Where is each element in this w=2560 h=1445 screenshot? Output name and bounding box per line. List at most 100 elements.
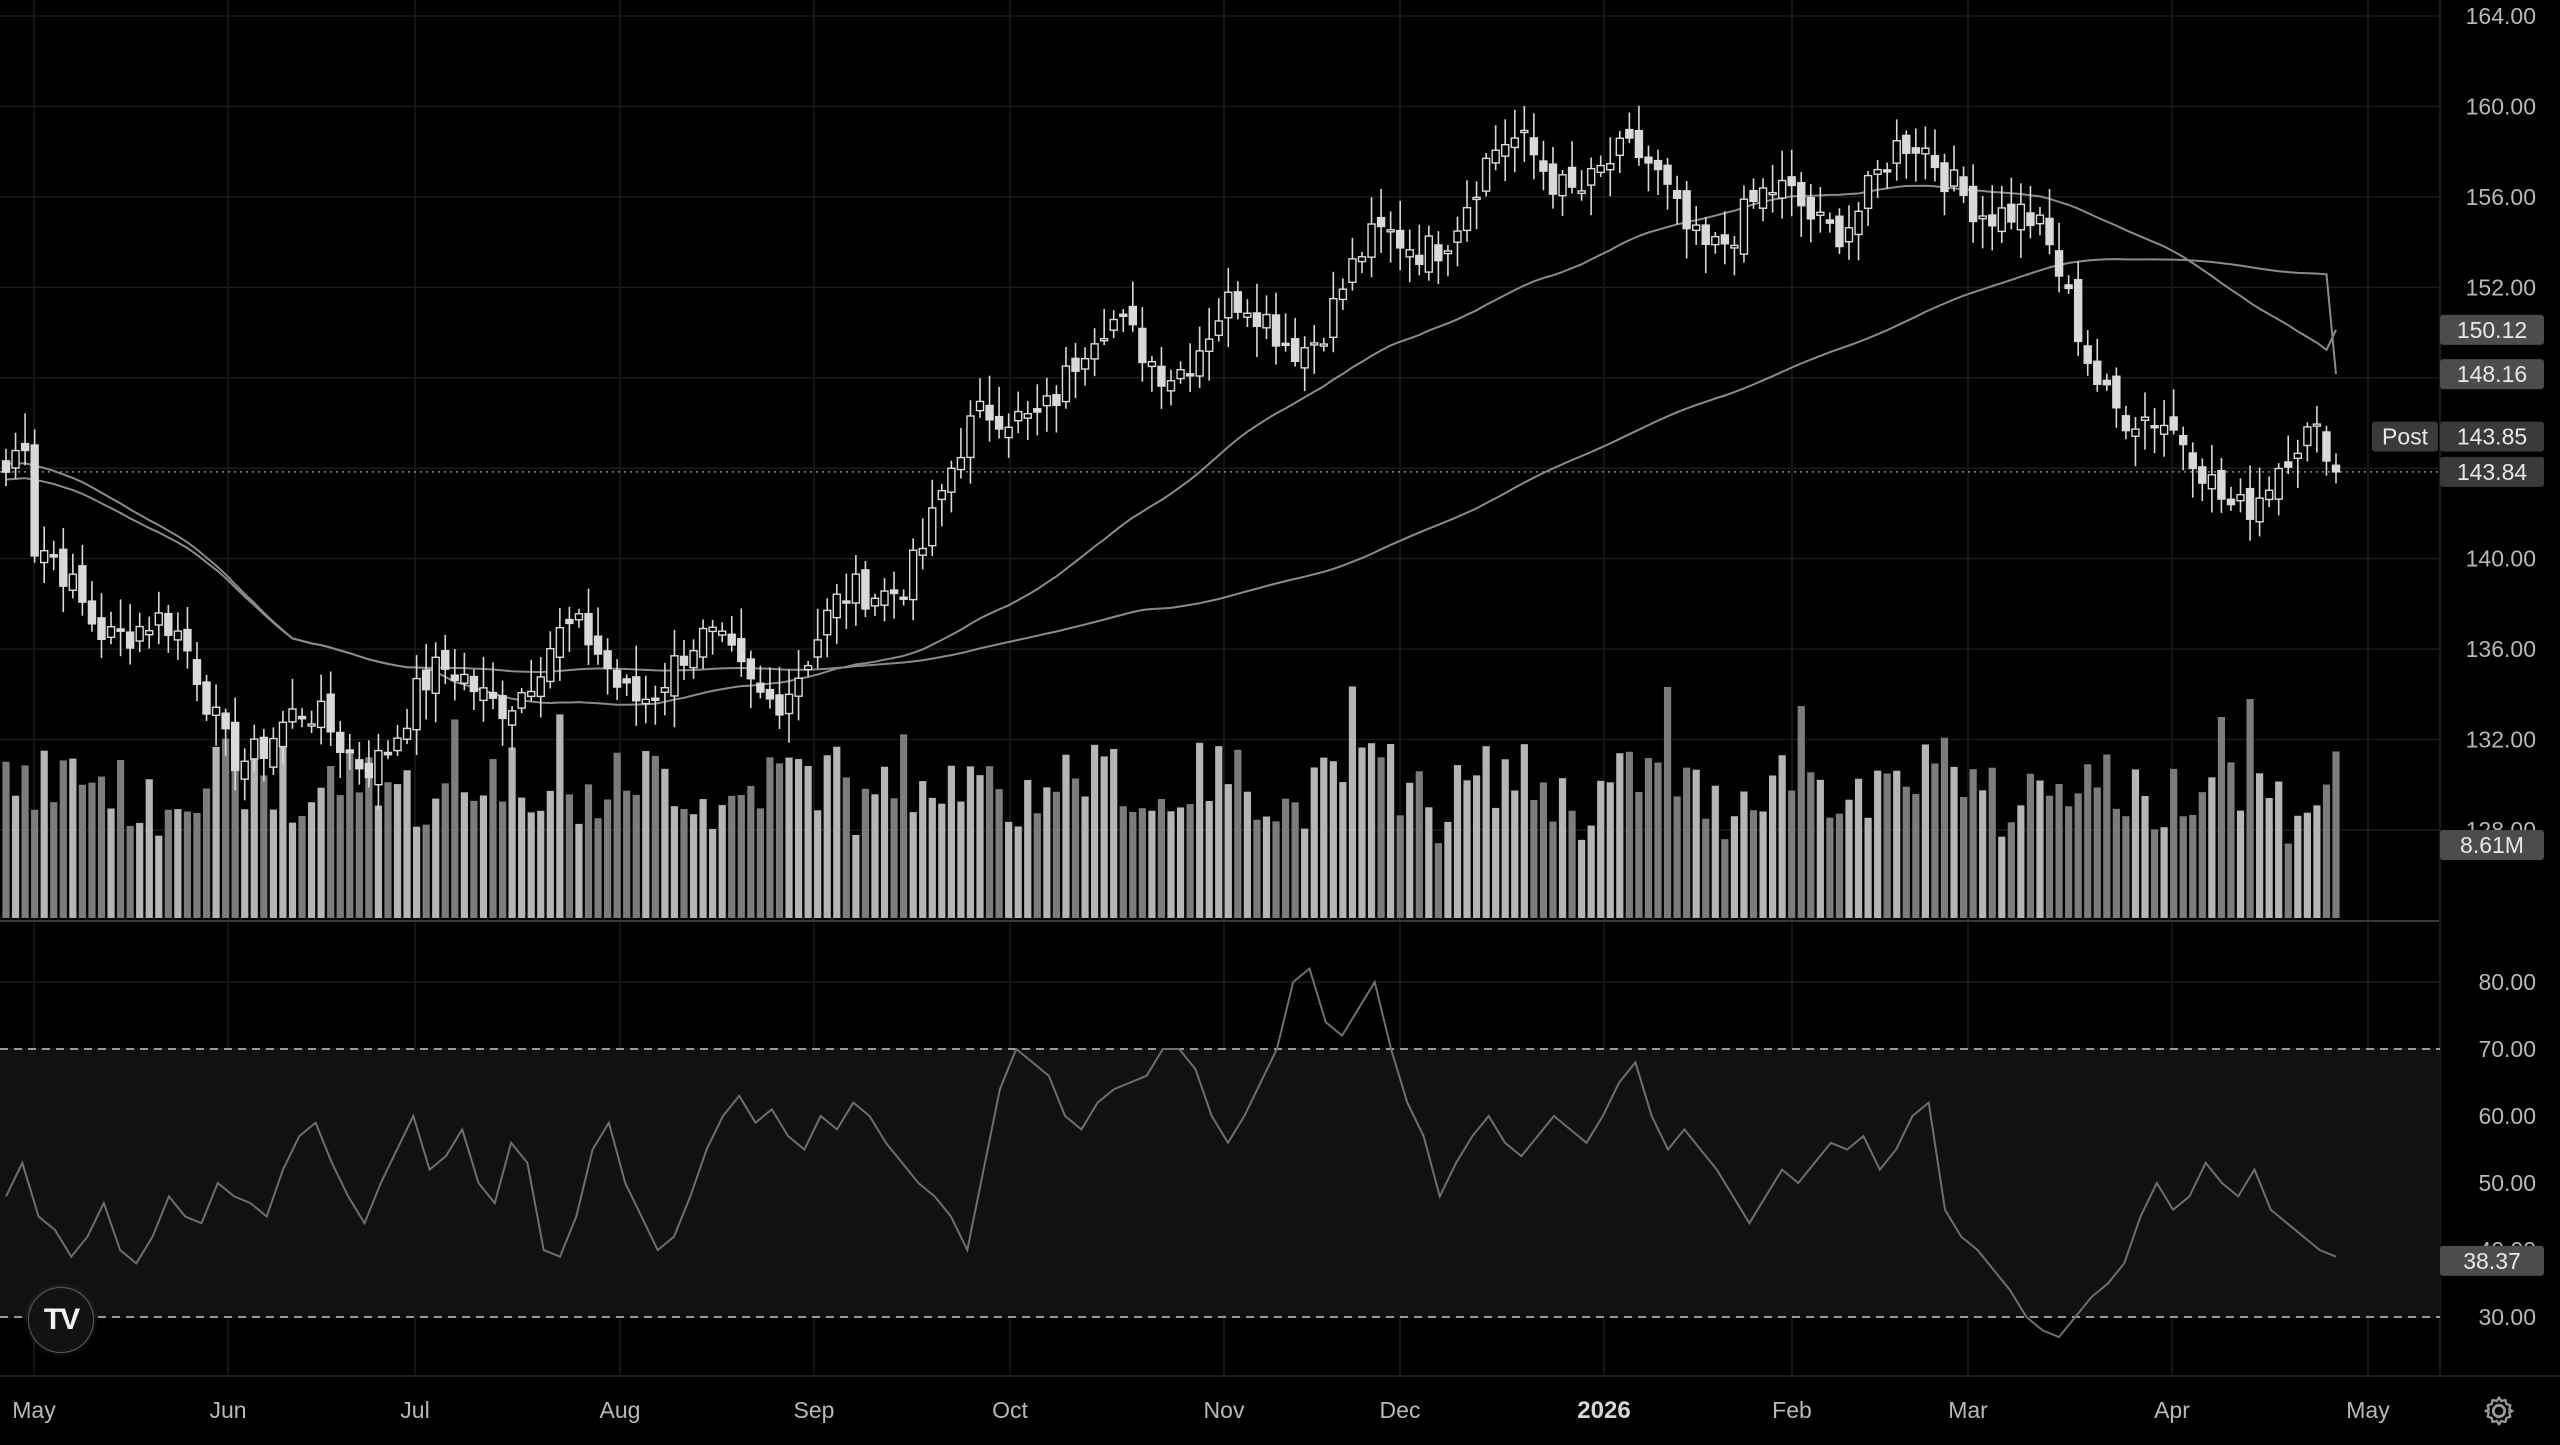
volume-bar: [1759, 811, 1767, 918]
candle-body: [1300, 347, 1309, 369]
candle-body: [717, 630, 727, 636]
volume-bar: [1558, 778, 1567, 918]
volume-bar: [489, 759, 497, 918]
volume-bar: [2179, 816, 2187, 918]
volume-bar: [2103, 754, 2111, 918]
volume-bar: [670, 806, 679, 918]
candle-body: [1386, 229, 1395, 233]
volume-bar: [1950, 766, 1958, 918]
time-axis-label[interactable]: Jul: [400, 1397, 429, 1423]
volume-bar: [2017, 805, 2025, 918]
volume-bar: [890, 798, 898, 918]
volume-bar: [1711, 785, 1719, 918]
candle-body: [1138, 327, 1147, 364]
candle-body: [2284, 461, 2293, 468]
time-axis-label[interactable]: Sep: [794, 1397, 835, 1423]
candle-body: [1233, 291, 1243, 313]
time-axis-label[interactable]: Jun: [209, 1397, 246, 1423]
candle-body: [1357, 256, 1367, 263]
candle-body: [1586, 167, 1596, 186]
time-axis-label[interactable]: Mar: [1948, 1397, 1988, 1423]
volume-bar: [1024, 779, 1032, 918]
candle-body: [1204, 338, 1214, 352]
volume-bar: [594, 818, 602, 918]
volume-bar: [1788, 790, 1796, 918]
candle-body: [928, 507, 937, 547]
volume-bar: [31, 809, 39, 918]
time-axis-label[interactable]: Dec: [1380, 1397, 1421, 1423]
volume-bar: [1415, 771, 1423, 918]
candle-body: [1692, 224, 1701, 232]
time-axis-label[interactable]: Oct: [992, 1397, 1028, 1423]
volume-bar: [1692, 769, 1700, 918]
volume-bar: [1730, 816, 1739, 918]
volume-bar: [2189, 815, 2197, 918]
gear-icon[interactable]: [2482, 1394, 2516, 1428]
volume-bar: [1129, 811, 1137, 918]
time-axis-label[interactable]: Feb: [1772, 1397, 1812, 1423]
volume-bar: [1262, 816, 1271, 918]
candle-body: [1128, 305, 1138, 326]
candle-body: [1462, 206, 1472, 232]
candle-body: [1491, 149, 1500, 164]
candle-body: [2073, 278, 2083, 343]
time-axis-label[interactable]: 2026: [1577, 1397, 1630, 1424]
time-axis-label[interactable]: Aug: [600, 1397, 641, 1423]
candle-body: [1080, 357, 1090, 370]
candle-body: [192, 659, 202, 685]
time-axis-label[interactable]: Apr: [2154, 1397, 2190, 1423]
candle-body: [1042, 395, 1052, 407]
time-axis-label[interactable]: Nov: [1204, 1397, 1245, 1423]
candle-body: [1090, 343, 1099, 360]
volume-bar: [1167, 811, 1175, 918]
volume-bar: [2246, 699, 2254, 918]
candle-body: [1739, 198, 1749, 255]
volume-bar: [269, 809, 277, 918]
price-tick-label: 140.00: [2466, 546, 2536, 572]
time-axis-label[interactable]: May: [2346, 1397, 2390, 1423]
volume-bar: [1367, 743, 1376, 918]
candle-body: [288, 708, 297, 723]
volume-bar: [97, 776, 106, 918]
volume-bar: [1291, 802, 1299, 918]
volume-bar: [1453, 765, 1462, 918]
tradingview-logo-icon[interactable]: TV: [28, 1287, 94, 1353]
time-axis[interactable]: May Jun Jul Aug Sep Oct Nov Dec 2026 Feb Mar Apr May: [12, 1397, 2390, 1424]
volume-bar: [919, 781, 927, 918]
volume-bar: [88, 782, 96, 918]
candle-body: [336, 731, 345, 753]
volume-bar: [1931, 763, 1939, 918]
candle-body: [1443, 250, 1453, 255]
candle-body: [1825, 219, 1835, 224]
volume-bar: [1988, 767, 1996, 918]
volume-bar: [2093, 787, 2101, 918]
candle-body: [1930, 155, 1940, 169]
candle-body: [240, 760, 249, 780]
volume-bar: [2256, 773, 2264, 918]
volume-bar: [2112, 808, 2120, 918]
volume-bar: [1492, 807, 1500, 918]
volume-bar: [2227, 762, 2235, 918]
volume-bar: [814, 810, 822, 918]
volume-bar: [1530, 800, 1538, 918]
candle-body: [2150, 425, 2159, 429]
candle-body: [1290, 338, 1300, 363]
candle-body: [355, 759, 364, 770]
volume-bar: [2170, 768, 2178, 918]
volume-bar: [747, 785, 755, 918]
volume-bar: [1463, 780, 1471, 918]
candle-body: [269, 737, 278, 768]
candle-body: [1481, 157, 1491, 192]
volume-bar: [527, 812, 535, 918]
volume-bar: [1663, 686, 1672, 918]
candle-body: [698, 627, 708, 658]
candle-body: [1682, 190, 1691, 230]
candle-body: [1243, 312, 1252, 318]
time-axis-label[interactable]: May: [12, 1397, 56, 1423]
candle-body: [164, 612, 173, 636]
volume-bar: [766, 757, 774, 918]
volume-bar: [976, 775, 984, 918]
volume-bar: [1845, 799, 1853, 918]
